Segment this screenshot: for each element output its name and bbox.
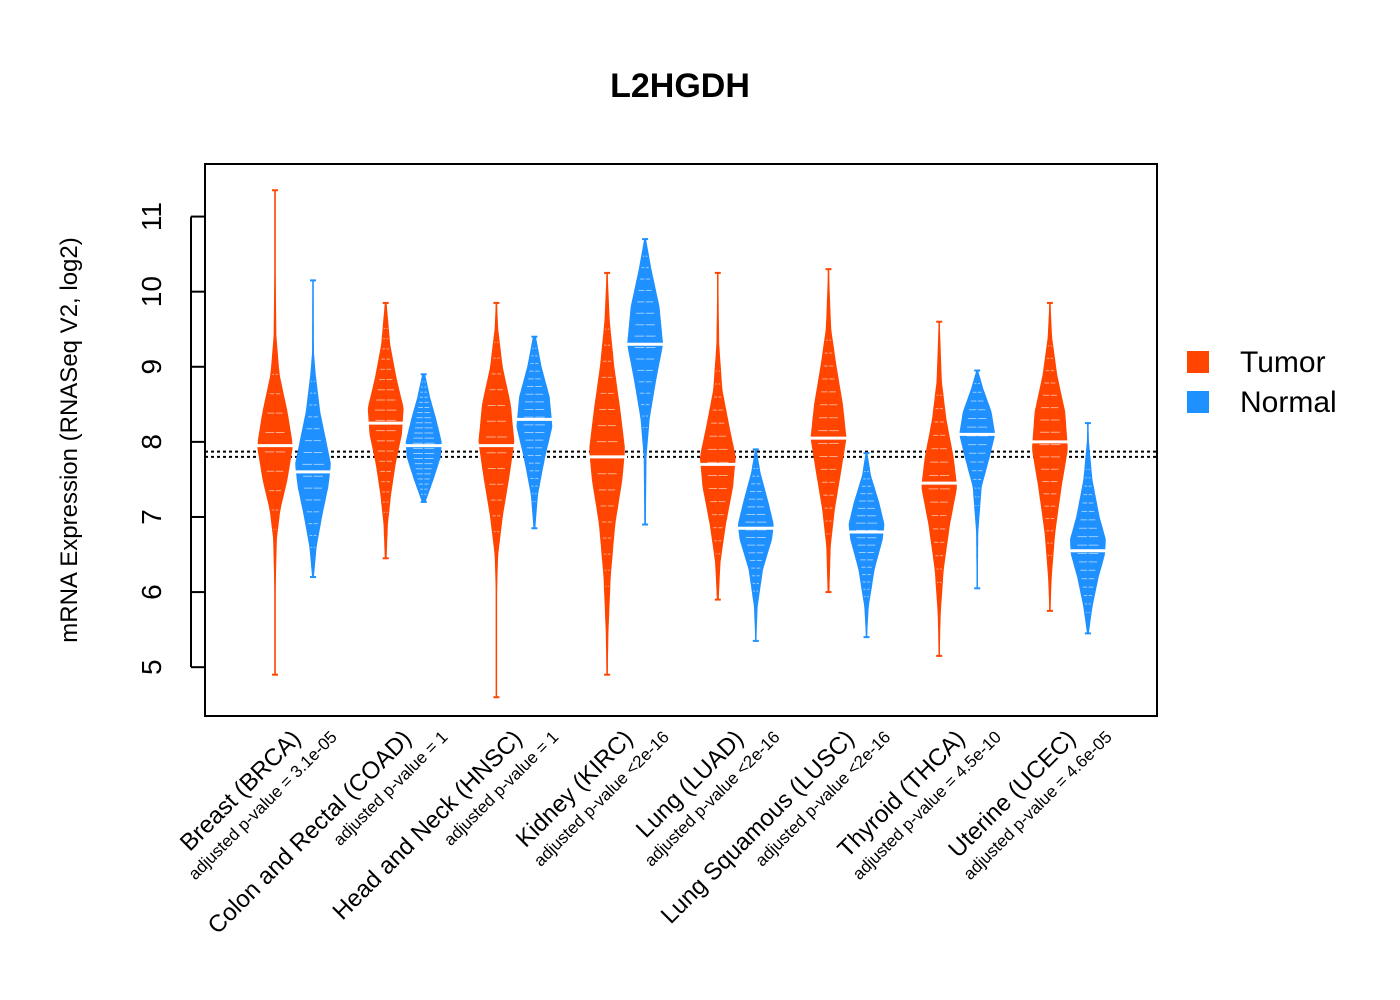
x-axis-labels: Breast (BRCA)adjusted p-value = 3.1e-05C… [175, 725, 1116, 939]
y-axis-label: mRNA Expression (RNASeq V2, log2) [56, 237, 83, 643]
category-group [697, 271, 776, 642]
y-tick-label: 6 [136, 584, 167, 600]
y-tick-label: 8 [136, 434, 167, 450]
category-group [255, 189, 333, 676]
legend-swatch [1187, 351, 1209, 373]
y-tick-label: 9 [136, 359, 167, 375]
legend-swatch [1187, 391, 1209, 413]
y-tick-label: 7 [136, 509, 167, 525]
category-group [587, 238, 666, 676]
reference-lines [205, 450, 1157, 458]
category-group [919, 320, 998, 657]
y-axis: 5 6 7 8 9 10 11 [136, 202, 205, 675]
plot-frame [204, 163, 1158, 717]
category-group [1029, 301, 1108, 635]
category-group [808, 268, 887, 639]
chart-title: L2HGDH [610, 67, 750, 105]
legend-label: Tumor [1240, 346, 1326, 379]
legend: Tumor Normal [1187, 346, 1337, 419]
y-tick-label: 5 [136, 659, 167, 675]
legend-label: Normal [1240, 386, 1337, 419]
y-tick-label: 10 [136, 276, 167, 307]
violins [255, 189, 1108, 699]
category-group [476, 301, 555, 699]
category-group [365, 301, 444, 560]
y-tick-label: 11 [136, 202, 167, 231]
